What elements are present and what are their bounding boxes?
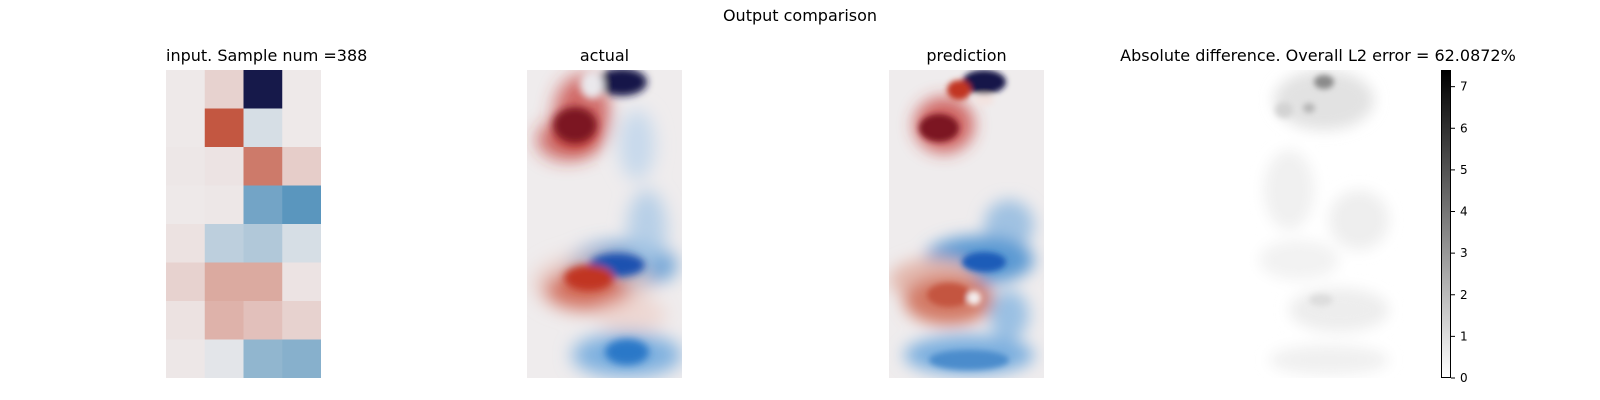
- input-cell: [282, 224, 321, 263]
- colorbar-tick-label: 7: [1460, 80, 1468, 94]
- input-cell: [282, 262, 321, 302]
- panel-title-prediction: prediction: [926, 46, 1007, 65]
- colorbar-tick-label: 3: [1460, 246, 1468, 260]
- actual-field: [527, 70, 682, 378]
- input-cell: [243, 108, 283, 148]
- colorbar-tick-label: 6: [1460, 121, 1468, 135]
- input-cell: [204, 339, 244, 378]
- prediction-field-panel: [889, 70, 1044, 378]
- panel-title-difference: Absolute difference. Overall L2 error = …: [1120, 46, 1516, 65]
- input-cell: [243, 70, 283, 109]
- colorbar-ticks: 0 1 2 3 4 5 6 7: [1451, 70, 1491, 385]
- input-cell: [243, 185, 283, 225]
- input-cell: [204, 147, 244, 186]
- input-cell: [282, 301, 321, 340]
- input-heatmap-panel: [166, 70, 321, 378]
- colorbar-tick-label: 5: [1460, 163, 1468, 177]
- input-heatmap: [166, 70, 321, 378]
- colorbar-axis: 0 1 2 3 4 5 6 7: [1451, 80, 1468, 385]
- colorbar-tick-label: 4: [1460, 205, 1468, 219]
- input-cell: [166, 301, 206, 340]
- input-cell: [282, 108, 321, 148]
- input-cell: [204, 301, 244, 340]
- input-cell: [166, 185, 206, 225]
- input-cell: [282, 70, 321, 109]
- input-cell: [282, 339, 321, 378]
- colorbar-tick-label: 1: [1460, 329, 1468, 343]
- input-cell: [243, 262, 283, 302]
- input-cell: [166, 339, 206, 378]
- colorbar-tick-label: 2: [1460, 288, 1468, 302]
- panel-title-input: input. Sample num =388: [166, 46, 368, 65]
- colorbar: [1441, 70, 1451, 378]
- input-cell: [243, 224, 283, 263]
- input-cell: [204, 185, 244, 225]
- input-cell: [166, 108, 206, 148]
- input-cell: [243, 301, 283, 340]
- input-cell: [166, 147, 206, 186]
- input-cell: [243, 339, 283, 378]
- prediction-field: [889, 70, 1044, 378]
- colorbar-tick-label: 0: [1460, 371, 1468, 385]
- input-cell: [204, 262, 244, 302]
- input-cell: [204, 224, 244, 263]
- panel-title-actual: actual: [579, 46, 630, 65]
- input-cell: [204, 108, 244, 148]
- figure-suptitle: Output comparison: [722, 6, 878, 25]
- input-cell: [166, 70, 206, 109]
- input-cell: [282, 147, 321, 186]
- difference-field: [1249, 70, 1404, 378]
- input-cell: [204, 70, 244, 109]
- actual-field-panel: [527, 70, 682, 378]
- input-cell: [166, 224, 206, 263]
- difference-field-panel: [1249, 70, 1404, 378]
- input-cell: [282, 185, 321, 225]
- input-cell: [166, 262, 206, 302]
- input-cell: [243, 147, 283, 186]
